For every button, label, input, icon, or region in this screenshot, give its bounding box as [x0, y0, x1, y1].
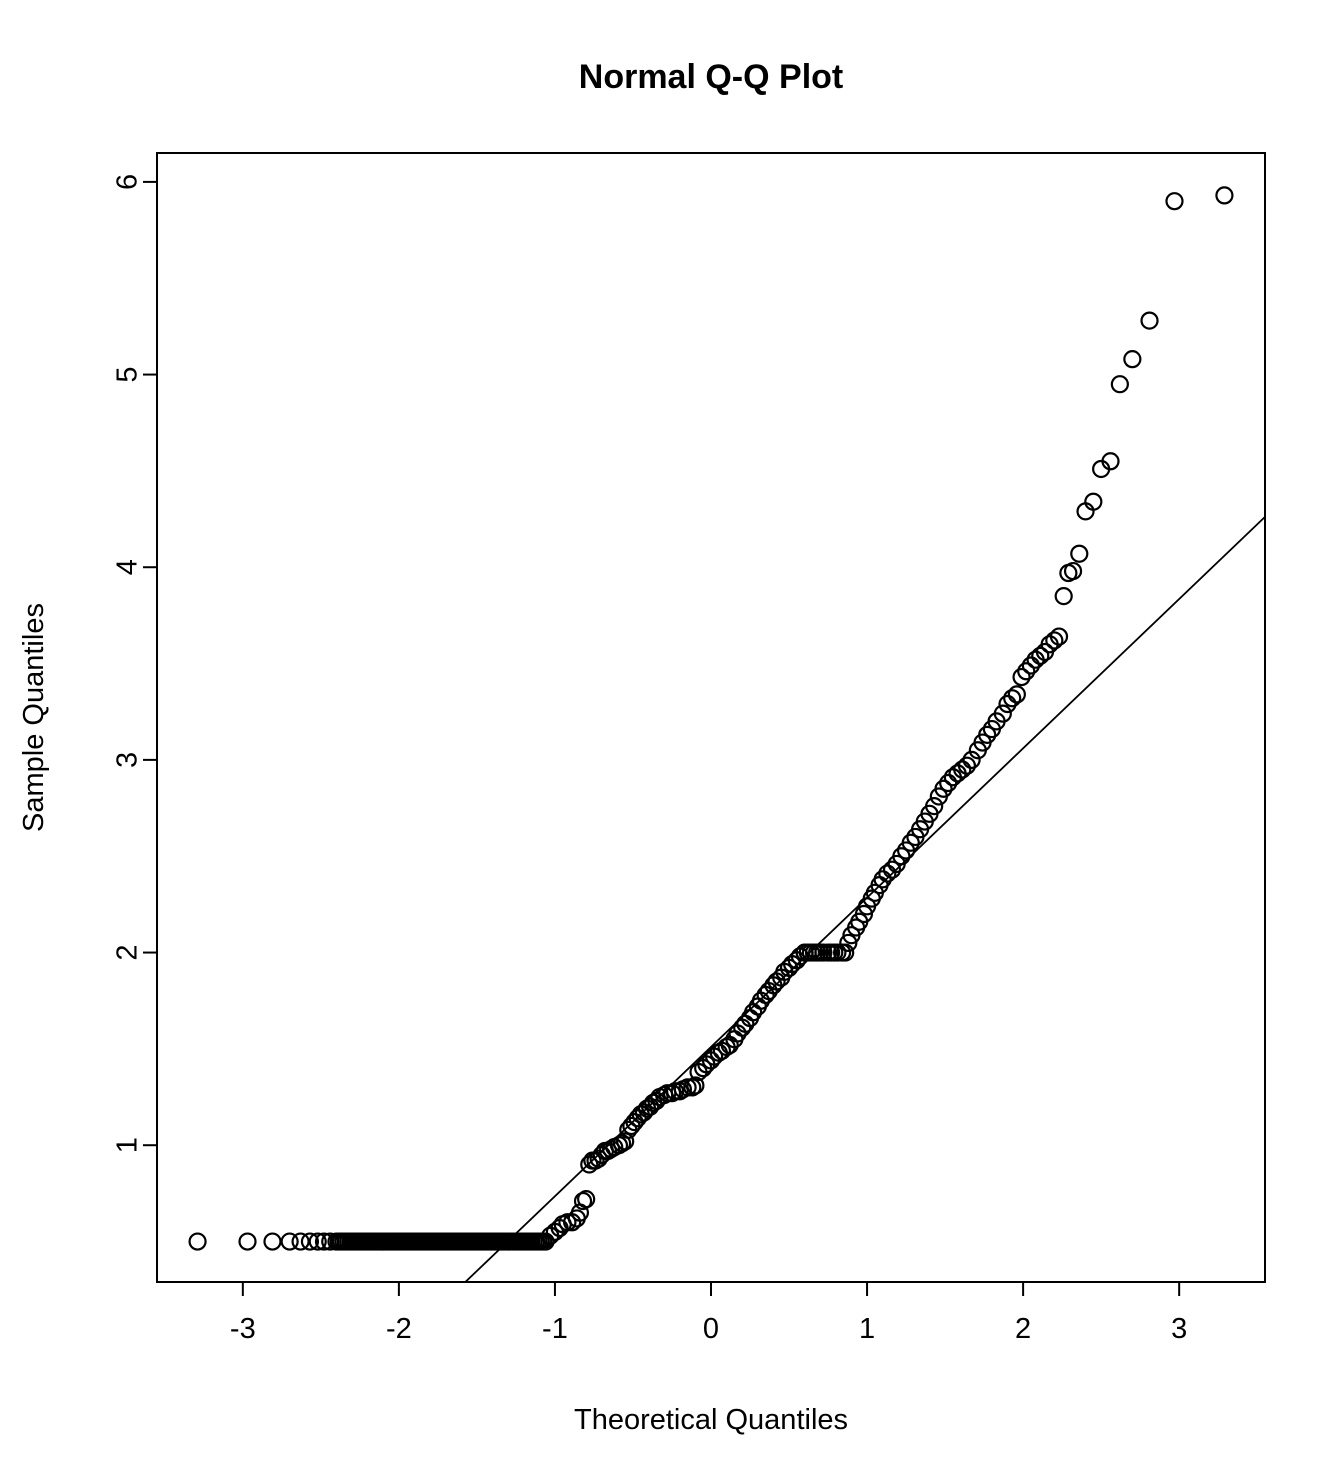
- qq-point: [882, 860, 902, 879]
- y-tick-label: 3: [112, 752, 144, 768]
- y-axis-label: Sample Quantiles: [17, 603, 50, 832]
- x-axis-label: Theoretical Quantiles: [573, 1404, 849, 1436]
- qq-point: [686, 1076, 705, 1095]
- qq-point: [1017, 662, 1036, 681]
- qq-point: [1007, 685, 1026, 704]
- qq-point: [1063, 561, 1083, 581]
- x-tick-label: 0: [703, 1313, 719, 1345]
- qq-point: [666, 1082, 685, 1101]
- qq-point: [892, 847, 911, 866]
- qq-point: [939, 773, 958, 793]
- qq-point: [662, 1084, 682, 1103]
- x-tick-label: -1: [542, 1313, 568, 1345]
- y-tick-label: 5: [112, 366, 144, 382]
- qq-point: [536, 1232, 555, 1251]
- qq-point: [1140, 311, 1159, 330]
- qq-point: [878, 864, 897, 883]
- qq-point: [1045, 631, 1064, 650]
- qq-point: [854, 904, 874, 924]
- qq-point: [1070, 544, 1089, 563]
- y-axis-label-wrap: Sample Quantiles: [14, 153, 54, 1282]
- qq-point: [263, 1232, 282, 1251]
- qq-point: [839, 933, 858, 953]
- qq-point: [814, 943, 833, 962]
- x-tick-label: 3: [1171, 1313, 1187, 1345]
- qq-point: [998, 694, 1017, 714]
- qq-point: [925, 797, 944, 816]
- y-tick-label: 6: [112, 174, 144, 190]
- y-tick-label: 1: [112, 1137, 144, 1153]
- x-tick-label: -2: [386, 1313, 412, 1345]
- qq-point: [616, 1132, 635, 1151]
- qq-point: [314, 1232, 334, 1251]
- qq-point: [1012, 667, 1031, 687]
- qq-point: [1054, 587, 1073, 606]
- y-tick-label: 4: [112, 559, 144, 575]
- qq-point: [683, 1078, 702, 1097]
- qq-point: [934, 779, 953, 798]
- qq-point: [873, 870, 892, 889]
- chart-title: Normal Q-Q Plot: [578, 58, 844, 96]
- qq-point: [628, 1109, 647, 1128]
- qq-point: [678, 1078, 697, 1097]
- qq-point: [962, 750, 981, 769]
- qq-point: [1215, 186, 1234, 205]
- qq-point: [291, 1232, 310, 1251]
- x-tick-label: -3: [230, 1313, 256, 1345]
- qq-point: [1084, 492, 1103, 511]
- qq-point: [308, 1232, 327, 1251]
- qq-point: [978, 725, 997, 744]
- qq-point: [1049, 627, 1069, 646]
- qq-point: [586, 1151, 605, 1170]
- qq-point: [1101, 452, 1120, 471]
- qq-point: [558, 1213, 577, 1232]
- qq-point: [634, 1103, 653, 1122]
- qq-point: [188, 1232, 207, 1251]
- x-tick-label: 2: [1015, 1313, 1031, 1345]
- qq-point: [1021, 656, 1041, 675]
- qq-point: [641, 1097, 660, 1116]
- qq-point: [836, 943, 855, 962]
- qq-point: [993, 704, 1012, 723]
- plot-box: [156, 152, 1266, 1283]
- qq-point: [300, 1232, 320, 1251]
- qq-point: [953, 760, 972, 779]
- qq-point: [238, 1232, 257, 1251]
- qq-point: [1165, 192, 1184, 211]
- qq-point: [901, 833, 920, 852]
- qq-point: [573, 1191, 593, 1211]
- qq-point: [577, 1190, 596, 1209]
- qq-point: [280, 1232, 299, 1251]
- qq-point: [1123, 350, 1142, 369]
- qq-point: [957, 756, 977, 775]
- qq-point: [1110, 375, 1129, 394]
- qq-point: [1003, 689, 1022, 708]
- y-tick-label: 2: [112, 944, 144, 960]
- x-tick-label: 1: [859, 1313, 875, 1345]
- qq-point: [828, 943, 847, 962]
- qq-point: [1031, 646, 1050, 665]
